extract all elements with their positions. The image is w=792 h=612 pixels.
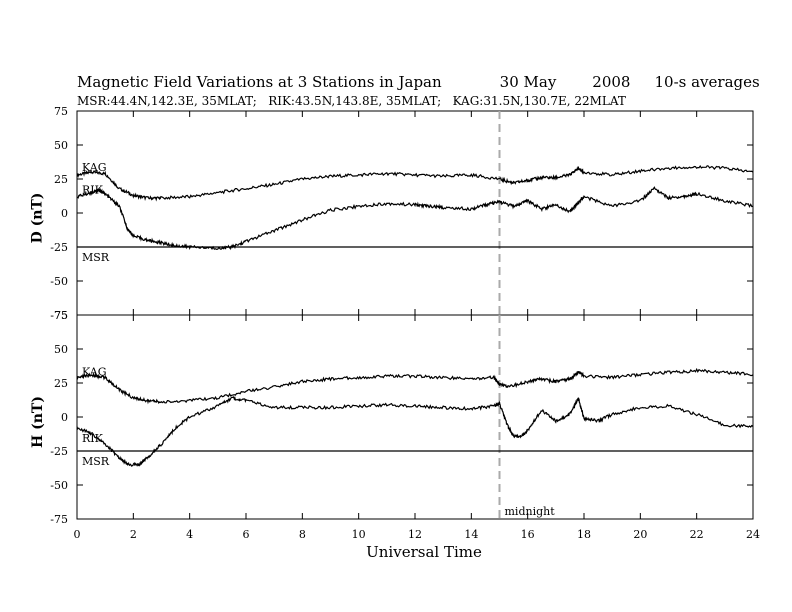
- panel-d-ytick-label: 0: [61, 207, 68, 220]
- panel-h-ytick-label: -75: [50, 513, 68, 526]
- panel-h-frame: [76, 314, 754, 520]
- panel-d-ytick-label: 50: [54, 139, 68, 152]
- x-tick-label: 24: [746, 528, 760, 541]
- panel-d-ytick-label: 75: [54, 105, 68, 118]
- panel-h-ytick-label: -50: [50, 479, 68, 492]
- x-tick-label: 6: [243, 528, 250, 541]
- panel-h-ytick-label: 50: [54, 343, 68, 356]
- title-year: 2008: [592, 73, 631, 91]
- title-averaging: 10-s averages: [654, 73, 760, 91]
- panel-h-ytick-label: 0: [61, 411, 68, 424]
- x-tick-label: 16: [521, 528, 535, 541]
- chart-title: Magnetic Field Variations at 3 Stations …: [77, 73, 760, 91]
- panel-h-ytick-label: 25: [54, 377, 68, 390]
- x-tick-label: 4: [186, 528, 193, 541]
- x-tick-label: 14: [464, 528, 478, 541]
- x-tick-label: 22: [690, 528, 704, 541]
- panel-d-frame: [76, 110, 754, 316]
- x-tick-label: 8: [299, 528, 306, 541]
- x-tick-label: 10: [352, 528, 366, 541]
- x-tick-label: 12: [408, 528, 422, 541]
- x-tick-label: 2: [130, 528, 137, 541]
- x-tick-label: 0: [74, 528, 81, 541]
- series-line-kag-h: [76, 367, 754, 405]
- series-line-rik-d: [76, 186, 754, 251]
- series-label-msr-h: MSR: [82, 455, 110, 468]
- panel-h-ytick-label: 75: [54, 309, 68, 322]
- midnight-annotation: midnight: [505, 505, 556, 518]
- panel-h-ylabel: H (nT): [29, 396, 46, 448]
- title-main: Magnetic Field Variations at 3 Stations …: [77, 73, 442, 91]
- series-label-kag-d: KAG: [82, 161, 107, 174]
- panel-d-ytick-label: -25: [50, 241, 68, 254]
- panel-d-ylabel: D (nT): [29, 192, 46, 244]
- title-date: 30 May: [499, 73, 557, 91]
- series-label-rik-d: RIK: [82, 184, 104, 197]
- panel-d-ytick-label: -50: [50, 275, 68, 288]
- panel-h-ytick-label: -25: [50, 445, 68, 458]
- series-line-rik-h: [76, 395, 754, 467]
- chart-subtitle: MSR:44.4N,142.3E, 35MLAT; RIK:43.5N,143.…: [77, 94, 626, 108]
- x-axis-label: Universal Time: [366, 543, 482, 561]
- x-tick-label: 18: [577, 528, 591, 541]
- x-tick-label: 20: [633, 528, 647, 541]
- series-label-rik-h: RIK: [82, 432, 104, 445]
- series-line-kag-d: [76, 165, 754, 202]
- panel-d-ytick-label: -75: [50, 309, 68, 322]
- series-label-msr-d: MSR: [82, 251, 110, 264]
- panel-d-ytick-label: 25: [54, 173, 68, 186]
- series-label-kag-h: KAG: [82, 366, 107, 379]
